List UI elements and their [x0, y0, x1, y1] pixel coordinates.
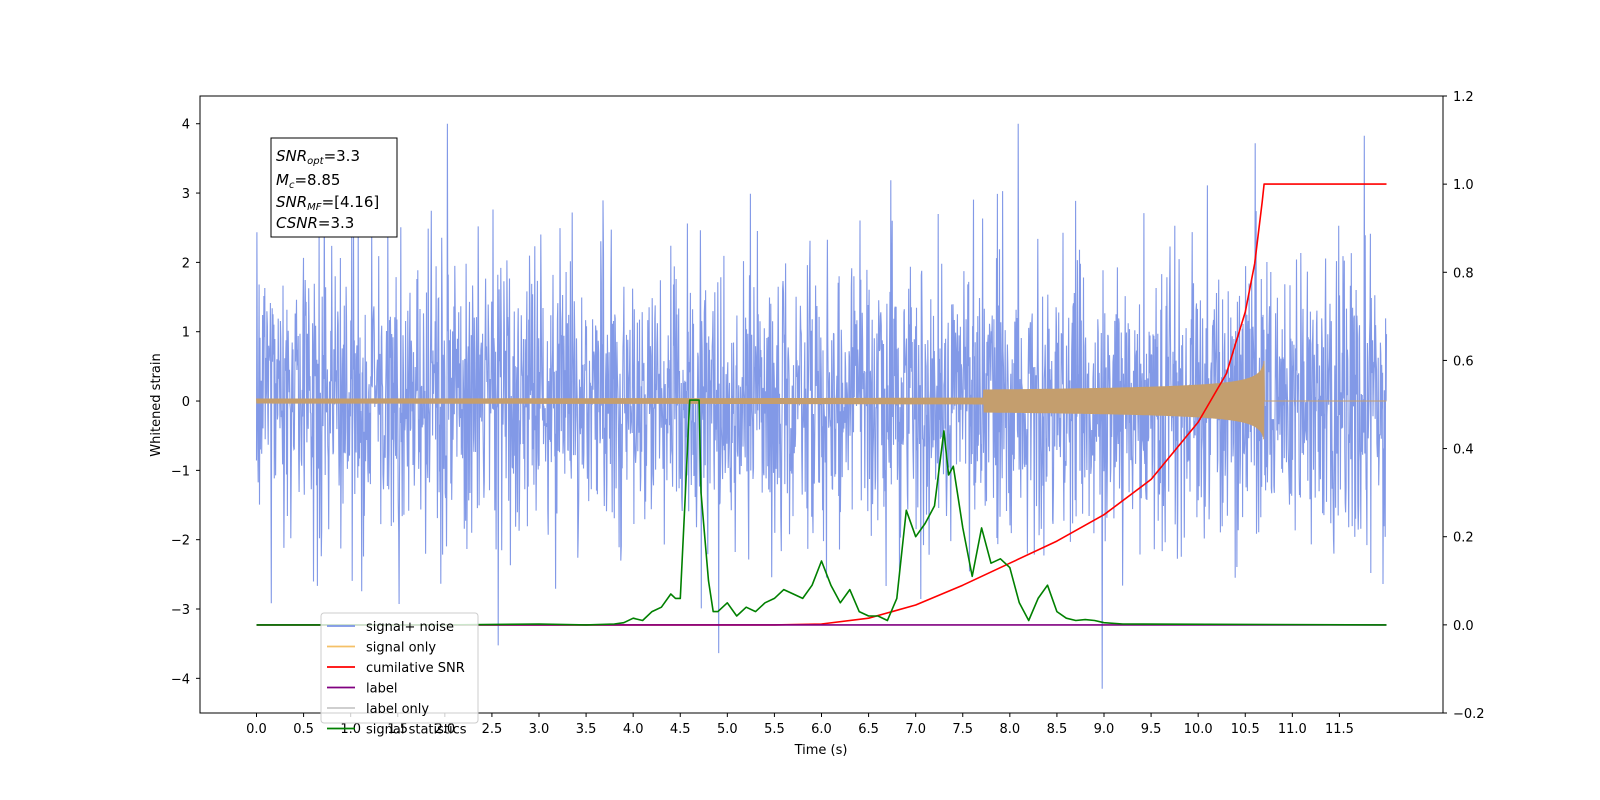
x-tick-label: 9.0: [1094, 722, 1115, 737]
y2-tick-label: 0.2: [1453, 531, 1474, 546]
legend-item-signal-noise: signal+ noise: [327, 620, 454, 635]
x-tick-label: 4.5: [670, 722, 691, 737]
y-tick-label: 3: [182, 187, 190, 202]
legend-item-label: label: [327, 682, 397, 697]
legend: signal+ noise signal only cumilative SNR la…: [320, 612, 479, 738]
x-tick-label: 3.0: [529, 722, 550, 737]
x-axis-label: Time (s): [794, 743, 848, 758]
series-cumilative-snr-line: [256, 183, 1387, 626]
x-tick-label: 4.0: [623, 722, 644, 737]
legend-label: cumilative SNR: [366, 661, 465, 676]
y2-tick-label: 0.0: [1453, 619, 1474, 634]
legend-item-cumilative-snr: cumilative SNR: [327, 661, 465, 676]
y2-axis-ticks: 1.2 1.0 0.8 0.6 0.4 0.2 0.0 −0.2: [1443, 90, 1485, 722]
y2-tick-label: 0.6: [1453, 354, 1474, 369]
y-axis-ticks: 4 3 2 1 0 −1 −2 −3 −4: [171, 118, 200, 687]
legend-items: signal+ noise signal only cumilative SNR la…: [327, 620, 467, 738]
x-tick-label: 7.5: [952, 722, 973, 737]
x-tick-label: 11.0: [1278, 722, 1307, 737]
y-tick-label: −4: [171, 672, 190, 687]
x-tick-label: 9.5: [1141, 722, 1162, 737]
legend-frame: [320, 612, 479, 724]
stats-box-frame: [270, 137, 398, 238]
legend-label: label only: [366, 702, 429, 717]
x-tick-label: 1.0: [340, 722, 361, 737]
y-tick-label: −2: [171, 534, 190, 549]
stats-box: SNRopt=3.3 Mc=8.85 SNRMF=[4.16] CSNR=3.3: [270, 137, 398, 238]
y-tick-label: 0: [182, 395, 190, 410]
y-tick-label: −1: [171, 464, 190, 479]
x-tick-label: 10.0: [1184, 722, 1213, 737]
x-tick-label: 1.5: [387, 722, 408, 737]
x-tick-label: 11.5: [1325, 722, 1354, 737]
x-tick-label: 5.0: [717, 722, 738, 737]
y-tick-label: −3: [171, 603, 190, 618]
y-tick-label: 4: [182, 118, 190, 133]
x-tick-label: 8.0: [999, 722, 1020, 737]
y2-tick-label: 0.4: [1453, 443, 1474, 458]
series-signal-noise-line: [255, 123, 1388, 689]
stat-chirp-mass: Mc=8.85: [276, 171, 340, 191]
y2-tick-label: 1.0: [1453, 178, 1474, 193]
legend-item-signal-only: signal only: [327, 641, 436, 656]
x-tick-label: 2.5: [482, 722, 503, 737]
legend-label: signal statistics: [366, 723, 467, 738]
x-tick-label: 3.5: [576, 722, 597, 737]
legend-label: label: [366, 682, 397, 697]
x-tick-label: 0.0: [246, 722, 267, 737]
x-tick-label: 6.5: [858, 722, 879, 737]
stat-csnr: CSNR=3.3: [276, 214, 354, 232]
x-tick-label: 2.0: [434, 722, 455, 737]
x-tick-label: 6.0: [811, 722, 832, 737]
x-tick-label: 10.5: [1231, 722, 1260, 737]
x-axis-ticks: 0.0 0.5 1.0 1.5 2.0 2.5 3.0 3.5 4.0 4.5 5.0 5.5 6.0 6…: [246, 713, 1354, 737]
y2-tick-label: 0.8: [1453, 266, 1474, 281]
y2-tick-label: 1.2: [1453, 90, 1474, 105]
legend-label: signal+ noise: [366, 620, 454, 635]
y2-tick-label: −0.2: [1453, 707, 1485, 722]
x-tick-label: 8.5: [1047, 722, 1068, 737]
x-tick-label: 7.0: [905, 722, 926, 737]
legend-item-label-only: label only: [327, 702, 429, 717]
y-tick-label: 2: [182, 256, 190, 271]
stat-snr-opt: SNRopt=3.3: [276, 147, 360, 167]
series-signal-only-line: [256, 360, 1387, 440]
legend-label: signal only: [366, 641, 436, 656]
x-tick-label: 5.5: [764, 722, 785, 737]
x-tick-label: 0.5: [293, 722, 314, 737]
series-signal-statistics-line: [256, 399, 1387, 626]
y-tick-label: 1: [182, 326, 190, 341]
legend-item-signal-statistics: signal statistics: [327, 723, 467, 738]
stat-snr-mf: SNRMF=[4.16]: [276, 193, 379, 213]
y-axis-label: Whitened strain: [149, 353, 164, 456]
